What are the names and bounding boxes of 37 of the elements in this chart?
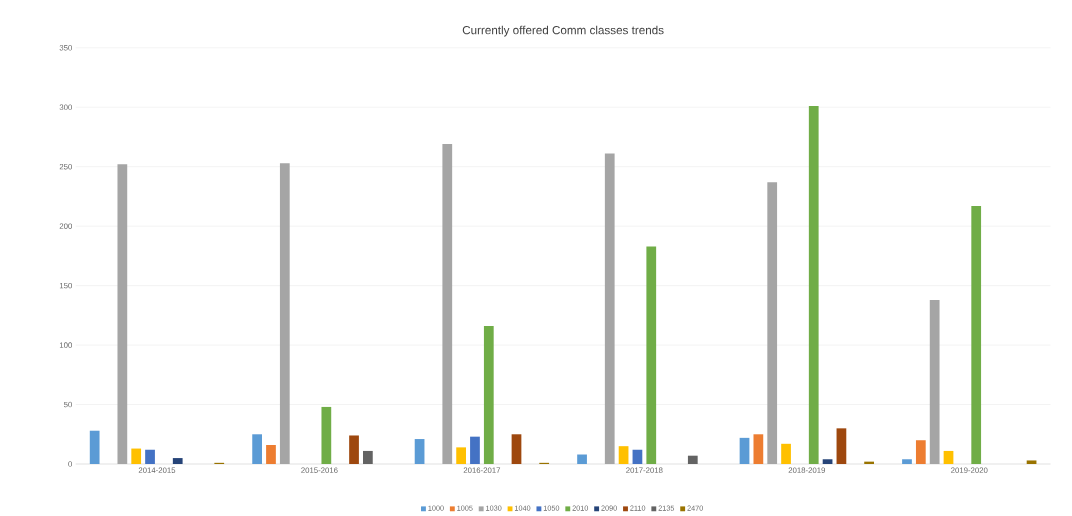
bar <box>781 443 791 465</box>
bar <box>618 446 629 465</box>
bar <box>117 164 128 465</box>
bar <box>363 450 373 465</box>
bar <box>632 449 643 465</box>
bar <box>483 326 494 465</box>
bar <box>321 406 332 465</box>
bar <box>943 450 954 465</box>
bar <box>456 447 466 465</box>
bar <box>902 459 912 465</box>
bar <box>266 444 276 465</box>
bar <box>808 106 819 465</box>
bar <box>349 435 359 465</box>
bar <box>279 163 290 465</box>
bar <box>252 434 262 465</box>
bar <box>767 182 778 465</box>
bar <box>739 437 750 465</box>
bar <box>442 144 453 465</box>
bar <box>470 436 480 465</box>
bar <box>414 439 425 465</box>
bar <box>836 428 847 465</box>
bar <box>1026 460 1037 465</box>
bar <box>915 440 926 465</box>
bar <box>604 153 615 465</box>
bar <box>89 430 100 465</box>
bar <box>753 434 764 465</box>
bar <box>971 205 982 465</box>
chart-title: Currently offered Comm classes trends <box>462 25 664 37</box>
bar <box>145 449 155 465</box>
bar <box>172 458 183 465</box>
bar <box>929 299 940 465</box>
bar <box>131 448 142 465</box>
bar <box>687 455 698 465</box>
bar <box>511 434 522 465</box>
bar <box>577 454 587 465</box>
bar <box>646 246 657 465</box>
bar <box>822 459 833 465</box>
